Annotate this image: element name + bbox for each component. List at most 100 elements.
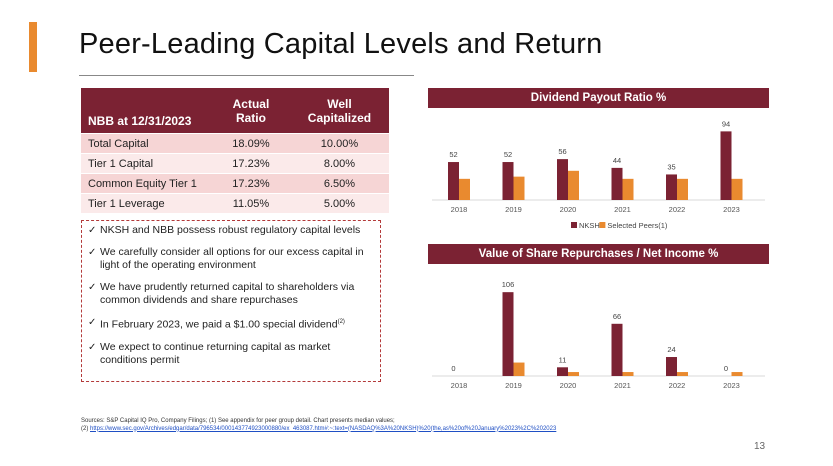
actual-ratio-cell: 11.05% xyxy=(212,193,290,213)
table-header-well-capitalized: Well Capitalized xyxy=(289,88,389,134)
dividend-payout-chart: 52 2018 52 2019 56 2020 44 2021 35 2022 94 2023 NKSH… xyxy=(432,119,765,230)
actual-ratio-cell: 17.23% xyxy=(212,173,290,194)
x-tick-label: 2023 xyxy=(723,381,740,390)
page-number: 13 xyxy=(754,441,766,452)
list-item: ✓ We have prudently returned capital to … xyxy=(88,281,372,307)
data-label: 24 xyxy=(667,345,675,354)
well-capitalized-cell: 5.00% xyxy=(289,193,389,213)
data-label: 106 xyxy=(502,280,515,289)
data-label: 52 xyxy=(449,150,457,159)
peer-bar xyxy=(513,362,525,376)
table-header-actual: Actual Ratio xyxy=(212,88,290,134)
x-tick-label: 2019 xyxy=(505,205,522,214)
checkmark-icon: ✓ xyxy=(88,282,97,293)
peer-bar xyxy=(459,178,470,200)
x-tick-label: 2022 xyxy=(669,381,686,390)
table-header-period: NBB at 12/31/2023 xyxy=(81,88,212,134)
peer-bar xyxy=(677,178,688,200)
legend-label: NKSH xyxy=(579,221,600,230)
table-header-row: NBB at 12/31/2023 Actual Ratio Well Capi… xyxy=(81,88,389,134)
title-divider xyxy=(79,75,414,76)
table-row: Tier 1 Leverage 11.05% 5.00% xyxy=(81,193,389,213)
data-label: 44 xyxy=(613,156,621,165)
capital-ratio-table: NBB at 12/31/2023 Actual Ratio Well Capi… xyxy=(81,88,389,213)
x-tick-label: 2018 xyxy=(451,381,468,390)
sources-link-line: (2) https://www.sec.gov/Archives/edgar/d… xyxy=(81,426,741,434)
legend-swatch xyxy=(599,222,606,228)
row-label: Common Equity Tier 1 xyxy=(81,173,212,194)
footnote-number: (2) xyxy=(81,425,89,432)
nksh-bar xyxy=(720,131,732,200)
data-label: 52 xyxy=(504,150,512,159)
accent-bar xyxy=(29,22,37,72)
checkmark-icon: ✓ xyxy=(88,247,97,258)
data-label: 35 xyxy=(667,162,675,171)
sources-line: Sources: S&P Capital IQ Pro, Company Fil… xyxy=(81,418,395,424)
sources-footnote: Sources: S&P Capital IQ Pro, Company Fil… xyxy=(81,418,741,433)
table-row: Total Capital 18.09% 10.00% xyxy=(81,133,389,154)
checkmark-icon: ✓ xyxy=(88,317,97,328)
data-label: 0 xyxy=(451,364,455,373)
x-tick-label: 2020 xyxy=(560,205,577,214)
nksh-bar xyxy=(557,159,568,200)
data-label: 66 xyxy=(613,312,621,321)
bullet-text: In February 2023, we paid a $1.00 specia… xyxy=(100,316,345,332)
nksh-bar xyxy=(611,323,623,376)
table-row: Common Equity Tier 1 17.23% 6.50% xyxy=(81,173,389,194)
x-tick-label: 2022 xyxy=(669,205,686,214)
bullet-text-main: In February 2023, we paid a $1.00 specia… xyxy=(100,318,338,331)
data-label: 11 xyxy=(559,355,567,364)
peer-bar xyxy=(568,170,579,200)
row-label: Tier 1 Capital xyxy=(81,153,212,174)
nksh-bar xyxy=(557,367,568,376)
repurchase-chart-title: Value of Share Repurchases / Net Income … xyxy=(428,244,769,264)
peer-bar xyxy=(568,372,579,376)
nksh-bar xyxy=(666,174,677,200)
bullet-text: NKSH and NBB possess robust regulatory c… xyxy=(100,224,361,236)
row-label: Tier 1 Leverage xyxy=(81,193,212,213)
sec-filing-link[interactable]: https://www.sec.gov/Archives/edgar/data/… xyxy=(90,425,557,432)
bullet-text: We expect to continue returning capital … xyxy=(100,340,331,366)
x-tick-label: 2021 xyxy=(614,381,631,390)
data-label: 0 xyxy=(724,364,728,373)
x-tick-label: 2021 xyxy=(614,205,631,214)
footnote-marker: (2) xyxy=(337,319,345,325)
well-capitalized-cell: 8.00% xyxy=(289,153,389,174)
bullet-text: We carefully consider all options for ou… xyxy=(100,246,364,271)
peer-bar xyxy=(513,176,525,200)
legend-label: Selected Peers(1) xyxy=(607,221,668,230)
nksh-bar xyxy=(448,162,459,200)
well-capitalized-cell: 6.50% xyxy=(289,173,389,194)
nksh-bar xyxy=(611,167,623,200)
actual-ratio-cell: 17.23% xyxy=(212,153,290,174)
peer-bar xyxy=(622,178,634,200)
checkmark-icon: ✓ xyxy=(88,341,97,353)
nksh-bar xyxy=(502,162,514,200)
data-label: 56 xyxy=(558,147,566,156)
well-capitalized-cell: 10.00% xyxy=(289,133,389,154)
actual-ratio-cell: 18.09% xyxy=(212,133,290,154)
x-tick-label: 2019 xyxy=(505,381,522,390)
x-tick-label: 2018 xyxy=(451,205,468,214)
checkmark-icon: ✓ xyxy=(88,225,97,236)
data-label: 94 xyxy=(722,119,730,128)
legend-swatch xyxy=(571,222,577,228)
peer-bar xyxy=(731,372,743,376)
key-points-box: ✓ NKSH and NBB possess robust regulatory… xyxy=(81,220,381,382)
bullet-text: We have prudently returned capital to sh… xyxy=(100,281,355,306)
table-row: Tier 1 Capital 17.23% 8.00% xyxy=(81,153,389,174)
list-item: ✓ We expect to continue returning capita… xyxy=(88,341,372,367)
row-label: Total Capital xyxy=(81,133,212,154)
x-tick-label: 2020 xyxy=(560,381,577,390)
dividend-chart-title: Dividend Payout Ratio % xyxy=(428,88,769,108)
list-item: ✓ NKSH and NBB possess robust regulatory… xyxy=(88,224,372,237)
nksh-bar xyxy=(502,292,514,376)
peer-bar xyxy=(731,178,743,200)
peer-bar xyxy=(677,372,688,376)
share-repurchase-chart: 0 2018 106 2019 11 2020 66 2021 24 2022 0 2023 xyxy=(432,280,765,390)
x-tick-label: 2023 xyxy=(723,205,740,214)
list-item: ✓ We carefully consider all options for … xyxy=(88,246,372,272)
nksh-bar xyxy=(666,357,677,376)
peer-bar xyxy=(622,372,634,376)
list-item: ✓ In February 2023, we paid a $1.00 spec… xyxy=(88,316,372,332)
